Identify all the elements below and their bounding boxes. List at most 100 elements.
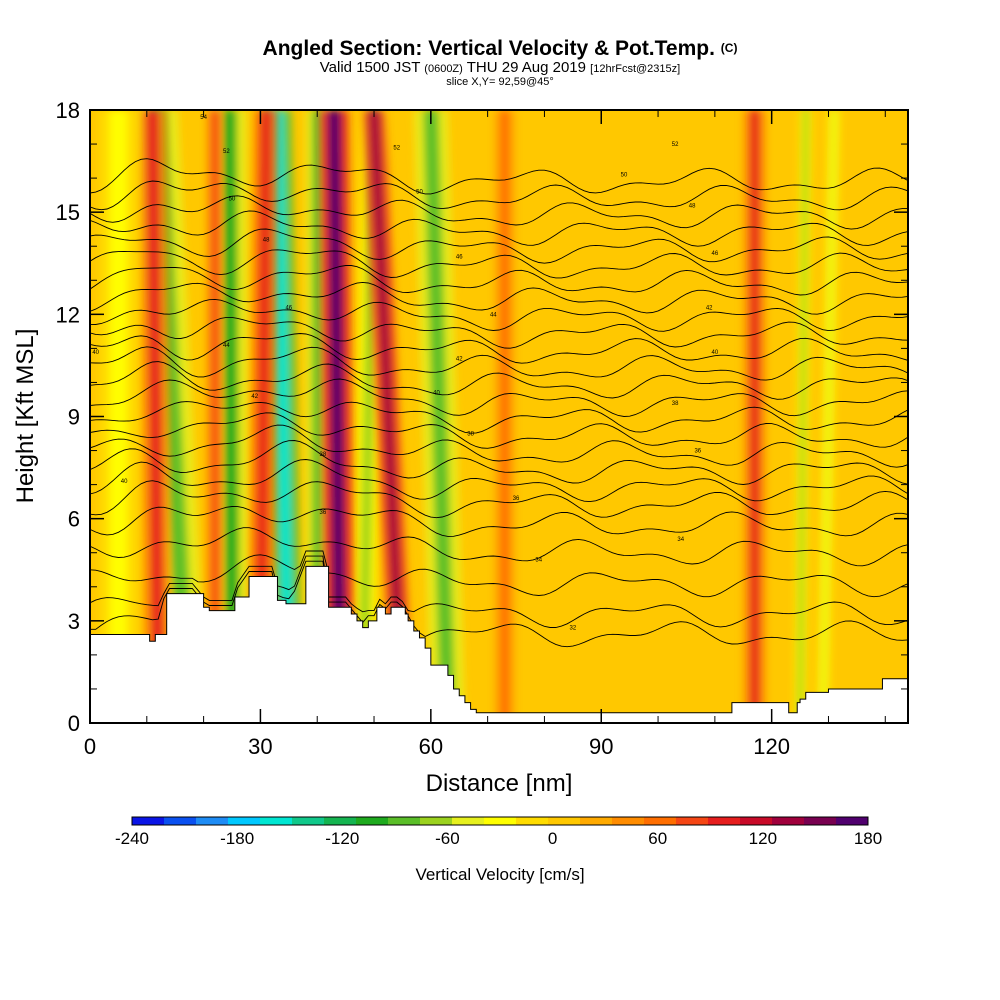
colorbar-tick-label: 180 (854, 829, 882, 848)
theta-contour-label: 46 (712, 251, 719, 257)
velocity-band (98, 110, 139, 723)
theta-contour (90, 346, 908, 381)
chart-title-tag: (C) (720, 41, 738, 55)
theta-contour-label: 40 (433, 391, 440, 397)
colorbar-swatch (132, 817, 165, 825)
colorbar-swatch (836, 817, 869, 825)
colorbar-swatch (484, 817, 517, 825)
colorbar-tick-label: -120 (325, 829, 359, 848)
colorbar-swatch (548, 817, 581, 825)
valid-prefix: Valid 1500 JST (319, 59, 421, 76)
forecast-info: [12hrFcst@2315z] (590, 63, 681, 75)
theta-contour (90, 298, 908, 332)
colorbar-tick-label: 60 (648, 829, 667, 848)
colorbar-frame (131, 816, 869, 826)
colorbar-swatch (196, 817, 229, 825)
x-axis-label: Distance [nm] (426, 770, 573, 797)
colorbar-swatch (324, 817, 357, 825)
y-tick-label: 6 (68, 507, 80, 532)
theta-contour-label: 50 (229, 197, 236, 203)
velocity-band (362, 110, 414, 723)
theta-contour-label: 48 (263, 237, 270, 243)
theta-contour (90, 228, 908, 264)
theta-contour (90, 424, 908, 468)
theta-contour-label: 36 (694, 449, 701, 455)
y-tick-label: 18 (56, 98, 80, 123)
terrain (90, 565, 908, 723)
theta-contour (90, 158, 908, 195)
y-axis-label: Height [Kft MSL] (12, 329, 39, 504)
theta-contour-label: 54 (200, 115, 207, 121)
theta-contour (90, 550, 908, 598)
theta-contour (90, 412, 908, 449)
velocity-bands (98, 110, 840, 723)
theta-contour (90, 480, 908, 519)
theta-contour (90, 249, 908, 279)
theta-contour-label: 52 (672, 142, 679, 148)
theta-contour-label: 42 (706, 306, 713, 312)
theta-contour-label: 38 (320, 452, 327, 458)
theta-contour-label: 34 (535, 558, 542, 564)
theta-contour-label: 34 (677, 537, 684, 543)
colorbar-tick-label: -180 (220, 829, 254, 848)
theta-contour (90, 281, 908, 315)
theta-contour-label: 50 (621, 173, 628, 179)
theta-contour-label: 52 (393, 145, 400, 151)
theta-contour-label: 36 (513, 496, 520, 502)
velocity-band (743, 110, 766, 723)
colorbar: -240 -180 -120 -60 0 60 120 180 (115, 816, 882, 848)
chart-subtitle: Valid 1500 JST (0600Z) THU 29 Aug 2019 [… (0, 59, 1000, 76)
colorbar-tick-label: 120 (749, 829, 777, 848)
theta-contour-label: 42 (251, 394, 258, 400)
colorbar-swatch (260, 817, 293, 825)
colorbar-swatch (644, 817, 677, 825)
y-tick-label: 12 (56, 302, 80, 327)
theta-contour-label: 42 (456, 357, 463, 363)
colorbar-swatch (772, 817, 805, 825)
theta-contour (90, 401, 908, 434)
y-tick-label: 3 (68, 609, 80, 634)
theta-contour-label: 44 (223, 343, 230, 349)
theta-contour-label: 40 (712, 350, 719, 356)
theta-contour-label: 38 (672, 401, 679, 407)
theta-contour-label: 32 (570, 626, 577, 632)
velocity-band (249, 110, 278, 723)
slice-info: slice X,Y= 92,59@45° (446, 76, 554, 88)
x-tick-label: 60 (419, 734, 443, 759)
theta-contour (90, 316, 908, 349)
valid-utc: (0600Z) (424, 63, 463, 75)
chart-title: Angled Section: Vertical Velocity & Pot.… (0, 36, 1000, 61)
theta-contour (90, 180, 908, 211)
theta-contour (90, 440, 908, 485)
theta-contour (90, 555, 908, 628)
theta-contour (90, 210, 908, 247)
velocity-band (817, 110, 840, 723)
colorbar-swatch (804, 817, 837, 825)
velocity-band (493, 110, 517, 723)
theta-contour-label: 36 (320, 510, 327, 516)
theta-contour (90, 333, 908, 364)
theta-contour-label: 44 (490, 312, 497, 318)
theta-contour (90, 361, 908, 400)
colorbar-swatch (228, 817, 261, 825)
theta-contour-label: 40 (121, 479, 128, 485)
theta-contour-label: 46 (285, 306, 292, 312)
plot-area: 32 34 34 36 36 38 38 40 40 42 42 44 46 46 48 50 50 52 52 40… (90, 110, 908, 723)
theta-contour (90, 195, 908, 230)
velocity-band (794, 110, 812, 723)
theta-contour-label: 38 (467, 432, 474, 438)
title-block: Angled Section: Vertical Velocity & Pot.… (0, 36, 1000, 88)
theta-contour (90, 265, 908, 296)
colorbar-tick-label: -240 (115, 829, 149, 848)
colorbar-swatch (676, 817, 709, 825)
theta-contour-label: 40 (92, 350, 99, 356)
colorbar-swatch (388, 817, 421, 825)
x-tick-label: 30 (248, 734, 272, 759)
theta-contour-label: 52 (223, 149, 230, 155)
theta-contour (90, 560, 908, 648)
colorbar-swatch (580, 817, 613, 825)
x-tick-label: 120 (753, 734, 790, 759)
colorbar-swatch (292, 817, 325, 825)
colorbar-swatch (420, 817, 453, 825)
